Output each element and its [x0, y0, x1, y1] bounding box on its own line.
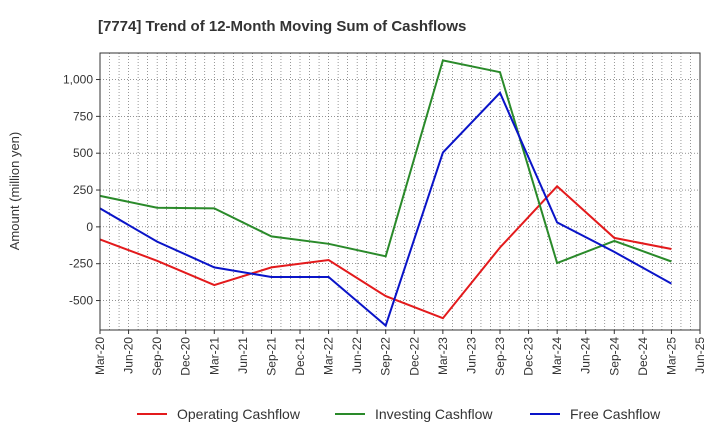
grid-lines: [100, 53, 700, 330]
legend-label: Investing Cashflow: [375, 406, 493, 422]
plot-area-frame: [99, 52, 701, 331]
y-tick-label: -250: [69, 257, 93, 271]
y-tick-label: 1,000: [63, 73, 93, 87]
legend-label: Free Cashflow: [570, 406, 661, 422]
x-tick-label: Sep-21: [264, 337, 278, 376]
x-tick-label: Mar-24: [550, 337, 564, 375]
x-tick-label: Jun-21: [236, 337, 250, 374]
x-tick-label: Jun-24: [579, 337, 593, 374]
x-tick-label: Dec-22: [407, 337, 421, 376]
x-tick-label: Sep-20: [150, 337, 164, 376]
legend: Operating Cashflow Investing Cashflow Free…: [137, 406, 661, 422]
x-tick-label: Mar-25: [664, 337, 678, 375]
y-axis-ticks: -500 -250 0 250 500 750 1,000: [63, 73, 100, 308]
x-tick-label: Dec-24: [636, 337, 650, 376]
x-tick-label: Jun-20: [122, 337, 136, 374]
y-tick-label: 750: [73, 109, 93, 123]
x-tick-label: Jun-22: [350, 337, 364, 374]
y-axis-label: Amount (million yen): [7, 132, 22, 251]
series-lines: [99, 59, 672, 328]
x-axis-ticks: Mar-20 Jun-20 Sep-20 Dec-20 Mar-21 Jun-21 Sep-…: [93, 330, 707, 376]
legend-label: Operating Cashflow: [177, 406, 301, 422]
x-tick-label: Dec-20: [179, 337, 193, 376]
x-tick-label: Sep-24: [607, 337, 621, 376]
x-tick-label: Dec-23: [522, 337, 536, 376]
y-tick-label: 250: [73, 183, 93, 197]
series-line-operating-cashflow: [99, 184, 672, 320]
x-tick-label: Jun-23: [464, 337, 478, 374]
x-tick-label: Sep-22: [379, 337, 393, 376]
x-tick-label: Mar-23: [436, 337, 450, 375]
x-tick-label: Mar-22: [322, 337, 336, 375]
y-tick-label: 500: [73, 146, 93, 160]
x-tick-label: Jun-25: [693, 337, 707, 374]
y-tick-label: 0: [86, 220, 93, 234]
x-tick-label: Sep-23: [493, 337, 507, 376]
x-tick-label: Dec-21: [293, 337, 307, 376]
series-line-free-cashflow: [99, 91, 672, 328]
x-tick-label: Mar-20: [93, 337, 107, 375]
series-line-investing-cashflow: [99, 59, 672, 265]
x-tick-label: Mar-21: [207, 337, 221, 375]
y-tick-label: -500: [69, 294, 93, 308]
chart-title: [7774] Trend of 12-Month Moving Sum of C…: [98, 18, 466, 35]
